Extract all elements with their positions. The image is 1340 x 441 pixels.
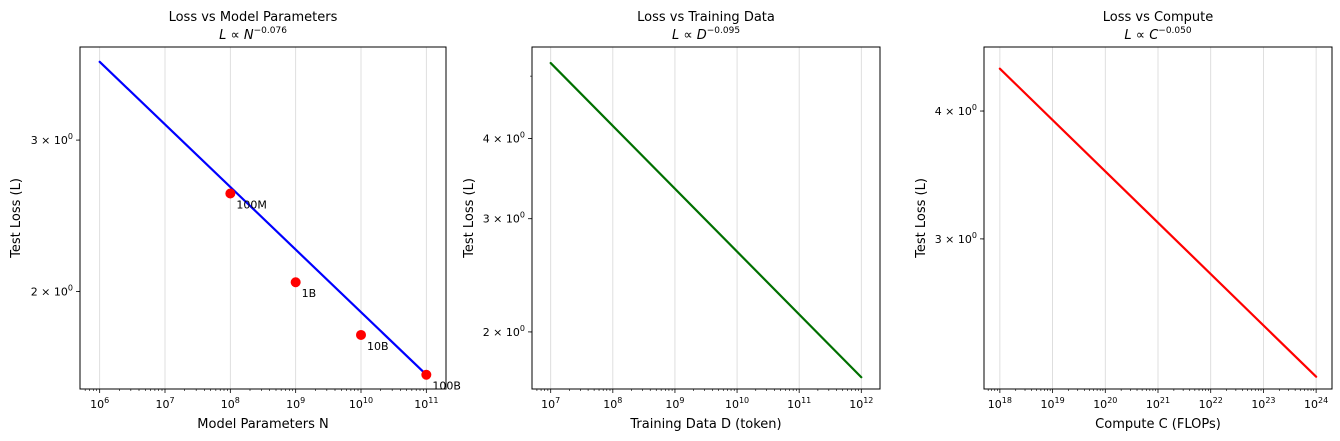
data-lines xyxy=(998,67,1318,378)
y-tick-label: 2 × 100 xyxy=(483,324,525,339)
y-ticks: 2 × 100 3 × 100 xyxy=(31,132,80,298)
chart-subtitle: L ∝ N−0.076 xyxy=(219,26,287,43)
x-tick-label: 1018 xyxy=(988,396,1012,411)
grid-lines xyxy=(550,47,862,389)
x-tick-label: 1023 xyxy=(1251,396,1275,411)
y-tick-label: 4 × 100 xyxy=(935,103,977,118)
plot-frame xyxy=(531,46,881,390)
x-tick-label: 1011 xyxy=(414,396,438,411)
data-point xyxy=(290,277,301,288)
x-tick-label: 107 xyxy=(155,396,174,411)
point-label: 1B xyxy=(302,287,317,300)
chart-title: Loss vs Compute xyxy=(1103,10,1214,25)
series-line xyxy=(998,67,1318,378)
panel-model-params: Loss vs Model Parameters L ∝ N−0.076 100… xyxy=(9,10,461,432)
x-tick-label: 1012 xyxy=(849,396,873,411)
chart-title: Loss vs Training Data xyxy=(637,10,775,25)
data-lines xyxy=(549,61,863,379)
data-points: 100M 1B 10B 100B xyxy=(225,188,461,393)
y-axis-label: Test Loss (L) xyxy=(9,178,24,259)
data-point xyxy=(355,329,366,340)
x-tick-label: 107 xyxy=(541,396,560,411)
x-tick-label: 1024 xyxy=(1304,396,1328,411)
x-axis-label: Training Data D (token) xyxy=(629,417,781,432)
chart-subtitle: L ∝ C−0.050 xyxy=(1124,26,1191,43)
y-ticks: 3 × 100 4 × 100 xyxy=(935,103,984,246)
y-axis-label: Test Loss (L) xyxy=(462,178,477,259)
plot-frame xyxy=(79,46,447,390)
x-tick-label: 1022 xyxy=(1199,396,1223,411)
y-tick-label: 3 × 100 xyxy=(31,132,73,147)
y-ticks: 2 × 100 3 × 100 4 × 100 xyxy=(483,75,532,339)
data-point xyxy=(421,369,432,380)
x-ticks: 106 107 108 109 1010 1011 xyxy=(84,389,438,411)
x-tick-label: 108 xyxy=(603,396,622,411)
y-axis-label: Test Loss (L) xyxy=(914,178,929,259)
x-tick-label: 108 xyxy=(221,396,240,411)
x-axis-label: Compute C (FLOPs) xyxy=(1095,417,1221,432)
x-tick-label: 1019 xyxy=(1040,396,1064,411)
x-axis-label: Model Parameters N xyxy=(197,417,328,432)
x-tick-label: 1020 xyxy=(1093,396,1117,411)
x-tick-label: 106 xyxy=(90,396,109,411)
y-tick-label: 2 × 100 xyxy=(31,283,73,298)
point-label: 100M xyxy=(236,199,266,212)
chart-title: Loss vs Model Parameters xyxy=(169,10,338,25)
x-tick-label: 109 xyxy=(665,396,684,411)
panel-compute: Loss vs Compute L ∝ C−0.050 1018 1019 1020… xyxy=(914,10,1333,432)
x-tick-label: 1021 xyxy=(1146,396,1170,411)
x-ticks: 1018 1019 1020 1021 1022 1023 1024 xyxy=(988,389,1328,411)
data-lines xyxy=(98,60,428,376)
point-label: 10B xyxy=(367,340,389,353)
chart-subtitle: L ∝ D−0.095 xyxy=(672,26,740,43)
y-tick-label: 4 × 100 xyxy=(483,130,525,145)
x-ticks: 107 108 109 1010 1011 1012 xyxy=(536,389,873,411)
panel-training-data: Loss vs Training Data L ∝ D−0.095 107 108… xyxy=(462,10,881,432)
x-tick-label: 109 xyxy=(286,396,305,411)
series-line xyxy=(98,60,428,376)
data-point xyxy=(225,188,236,199)
grid-lines xyxy=(99,47,427,389)
series-line xyxy=(549,61,863,379)
y-tick-label: 3 × 100 xyxy=(935,231,977,246)
x-tick-label: 1011 xyxy=(787,396,811,411)
x-tick-label: 1010 xyxy=(349,396,373,411)
point-label: 100B xyxy=(432,380,461,393)
y-tick-label: 3 × 100 xyxy=(483,211,525,226)
x-tick-label: 1010 xyxy=(725,396,749,411)
grid-lines xyxy=(999,47,1317,389)
